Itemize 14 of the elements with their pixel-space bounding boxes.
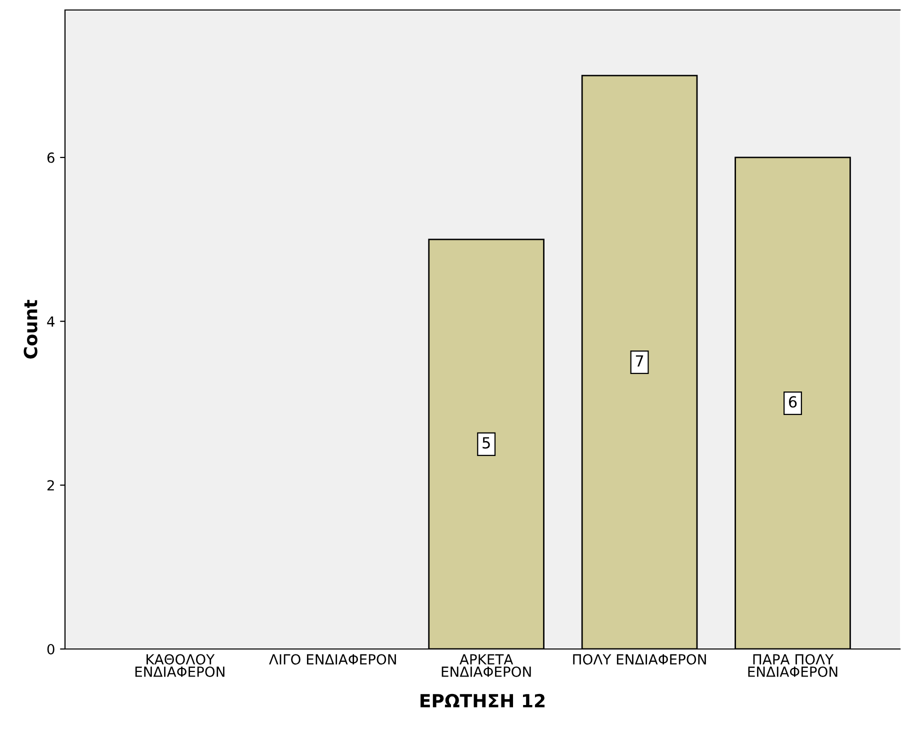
x-tick-label: ΠΟΛΥ ΕΝΔΙΑΦΕΡΟΝ: [573, 654, 706, 665]
x-axis-title: ΕΡΩΤΗΣΗ 12: [420, 694, 545, 708]
y-tick-label: 6: [47, 152, 54, 163]
y-axis-title: Count: [24, 300, 38, 359]
x-tick-label: ΚΑΘΟΛΟΥ ΕΝΔΙΑΦΕΡΟΝ: [135, 654, 224, 677]
x-tick-label: ΛΙΓΟ ΕΝΔΙΑΦΕΡΟΝ: [269, 654, 396, 665]
data-label: 5: [482, 437, 490, 449]
y-tick-label: 4: [47, 316, 54, 327]
data-label: 6: [788, 396, 797, 408]
x-tick-label: ΑΡΚΕΤΑ ΕΝΔΙΑΦΕΡΟΝ: [442, 654, 531, 677]
data-label: 7: [636, 355, 644, 366]
y-tick-label: 0: [47, 644, 54, 654]
y-tick-label: 2: [47, 480, 54, 490]
x-tick-label: ΠΑΡΑ ΠΟΛΥ ΕΝΔΙΑΦΕΡΟΝ: [748, 654, 838, 677]
